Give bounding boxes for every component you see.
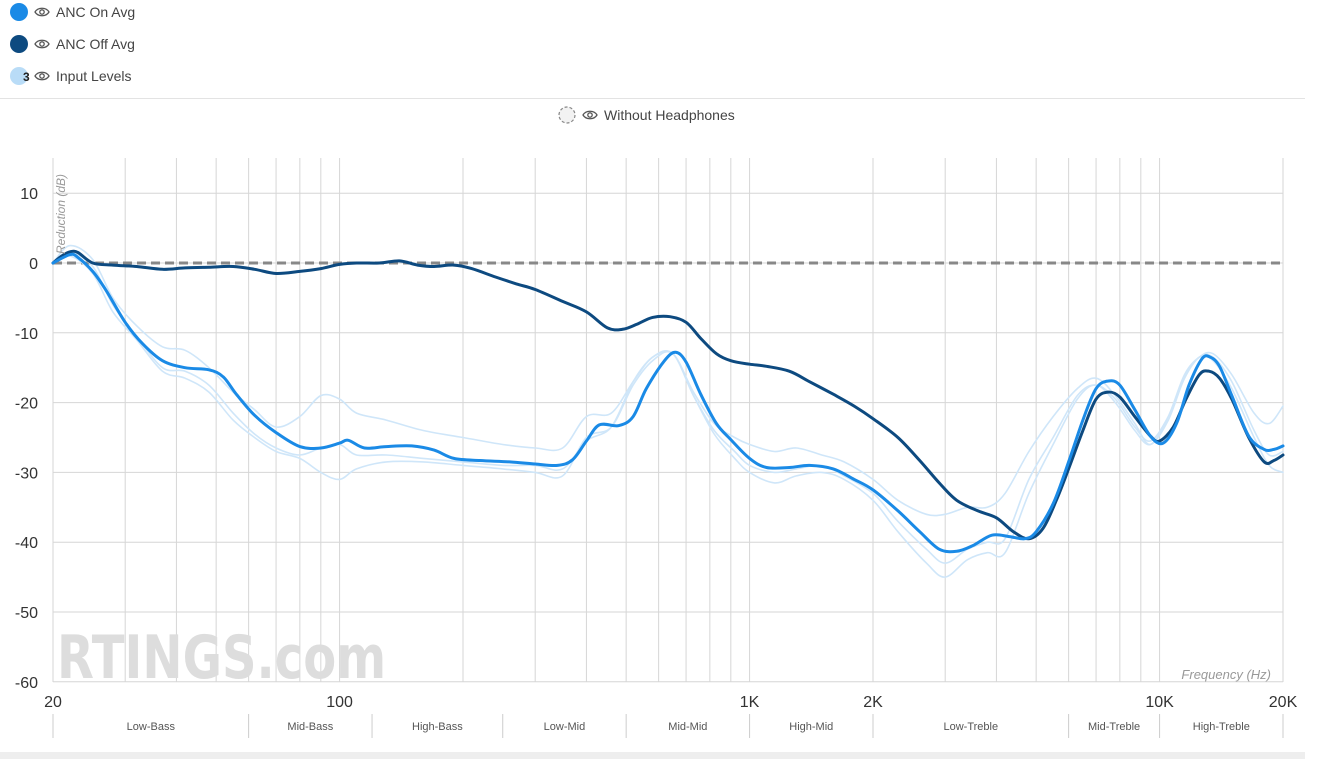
reference-label: Without Headphones: [604, 107, 735, 123]
band-label: Low-Bass: [127, 721, 176, 733]
legend-divider: [0, 98, 1305, 99]
band-label: Low-Mid: [544, 721, 586, 733]
band-label: High-Mid: [789, 721, 833, 733]
watermark: RTINGS.com: [57, 623, 386, 693]
input-levels-color-swatch: 3: [10, 67, 30, 85]
y-tick-label: 0: [29, 256, 38, 273]
series-input-level-1: [52, 244, 1284, 517]
x-tick-label: 20: [44, 694, 62, 711]
band-label: High-Treble: [1193, 721, 1250, 733]
eye-icon[interactable]: [34, 4, 50, 20]
y-tick-label: -20: [15, 396, 38, 413]
eye-icon[interactable]: [34, 36, 50, 52]
band-label: Low-Treble: [943, 721, 998, 733]
x-tick-label: 10K: [1145, 694, 1174, 711]
y-tick-label: -50: [15, 605, 38, 622]
band-label: Mid-Treble: [1088, 721, 1140, 733]
series-anc-off-avg: [51, 249, 1285, 541]
y-axis-label: Reduction (dB): [54, 174, 68, 254]
input-levels-count-badge: 3: [23, 70, 30, 84]
y-tick-label: -10: [15, 326, 38, 343]
x-tick-label: 1K: [740, 694, 760, 711]
legend-item-anc-on[interactable]: ANC On Avg: [10, 0, 135, 24]
legend-label: ANC On Avg: [56, 4, 136, 20]
series-anc-on-avg: [51, 252, 1285, 554]
eye-icon[interactable]: [582, 107, 598, 123]
y-tick-label: 10: [20, 186, 38, 203]
reference-swatch: [558, 106, 576, 124]
legend-label: Input Levels: [56, 68, 132, 84]
x-tick-label: 100: [326, 694, 353, 711]
series-input-level-2: [52, 251, 1284, 564]
band-label: Mid-Mid: [668, 721, 707, 733]
series-input-level-3: [52, 254, 1284, 578]
band-label: High-Bass: [412, 721, 463, 733]
grid-layer: [52, 158, 1284, 683]
series-layer: [51, 244, 1285, 578]
bottom-scroll-area: [0, 752, 1305, 759]
x-axis-label: Frequency (Hz): [1181, 667, 1271, 682]
band-layer: Low-Bass Mid-Bass High-Bass Low-Mid Mid-Mid H…: [52, 714, 1284, 738]
reference-toggle-without-headphones[interactable]: Without Headphones: [558, 103, 735, 127]
legend-label: ANC Off Avg: [56, 36, 135, 52]
eye-icon[interactable]: [34, 68, 50, 84]
band-label: Mid-Bass: [287, 721, 333, 733]
y-tick-label: -30: [15, 465, 38, 482]
legend-item-input-levels[interactable]: 3 Input Levels: [10, 64, 132, 88]
y-tick-label: -40: [15, 535, 38, 552]
anc-off-color-swatch: [10, 35, 28, 53]
x-tick-label: 2K: [863, 694, 883, 711]
y-tick-label: -60: [15, 675, 38, 692]
anc-on-color-swatch: [10, 3, 28, 21]
x-tick-label: 20K: [1269, 694, 1298, 711]
legend-item-anc-off[interactable]: ANC Off Avg: [10, 32, 135, 56]
